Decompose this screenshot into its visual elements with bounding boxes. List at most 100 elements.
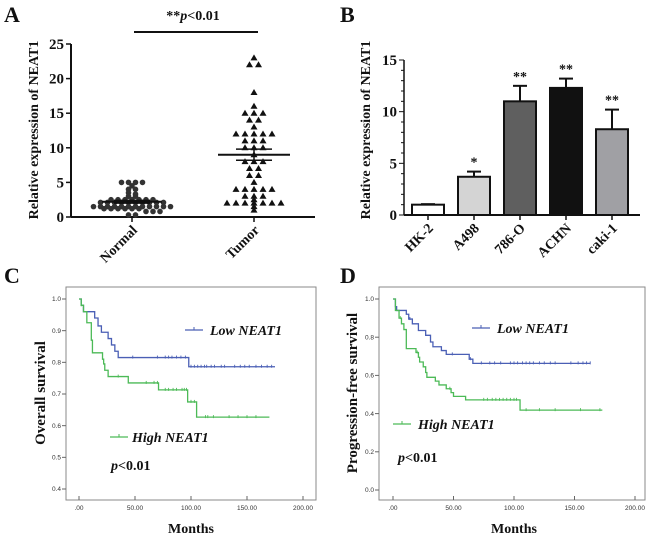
tumor-point bbox=[241, 158, 249, 165]
x-tick-label: Normal bbox=[98, 223, 141, 266]
tumor-point bbox=[259, 185, 267, 192]
significance-marker: ** bbox=[559, 63, 573, 78]
tumor-point bbox=[259, 109, 267, 116]
legend-low: Low NEAT1 bbox=[185, 324, 282, 339]
y-tick-label: 0.2 bbox=[365, 449, 374, 456]
x-tick-label: 100.00 bbox=[504, 505, 524, 512]
y-tick-label: 1.0 bbox=[52, 296, 61, 303]
normal-point bbox=[90, 203, 97, 210]
tumor-point bbox=[259, 137, 267, 144]
y-tick-label: 0.8 bbox=[52, 360, 61, 367]
panel-d: D Progression-free survival Months 0.00.… bbox=[340, 263, 646, 537]
y-tick-label: 20 bbox=[49, 72, 64, 88]
significance-label: **p<0.01 bbox=[166, 9, 219, 24]
panel-a: A **p<0.01 Relative expression of NEAT1 … bbox=[4, 2, 315, 266]
tumor-point bbox=[259, 158, 267, 165]
tumor-point bbox=[246, 171, 253, 178]
p-value: p<0.01 bbox=[110, 459, 150, 474]
tumor-point bbox=[250, 54, 258, 61]
x-tick-label: 786-O bbox=[492, 221, 529, 258]
plot-frame bbox=[65, 286, 317, 501]
tumor-point bbox=[232, 130, 240, 137]
tumor-point bbox=[268, 130, 276, 137]
x-tick-label: 150.00 bbox=[237, 505, 257, 512]
y-tick-label: 0.5 bbox=[52, 455, 61, 462]
y-tick-label: 0.7 bbox=[52, 391, 61, 398]
bar-786-o bbox=[503, 100, 537, 216]
tumor-point bbox=[250, 206, 258, 213]
x-tick-label: 200.00 bbox=[625, 505, 645, 512]
normal-point bbox=[101, 205, 107, 212]
p-value-part: <0.01 bbox=[405, 451, 437, 466]
y-tick-label: 15 bbox=[382, 53, 397, 69]
x-tick-label: .00 bbox=[388, 505, 397, 512]
normal-point bbox=[153, 203, 160, 210]
panel-letter-a: A bbox=[4, 2, 20, 27]
tumor-point bbox=[268, 185, 276, 192]
tumor-point bbox=[250, 123, 258, 130]
panel-letter-b: B bbox=[340, 2, 355, 27]
x-axis-label: Months bbox=[491, 522, 537, 537]
y-tick-label: 0.6 bbox=[365, 373, 374, 380]
legend-low-label: Low NEAT1 bbox=[496, 322, 569, 337]
x-tick-label: Tumor bbox=[223, 223, 262, 262]
tumor-point bbox=[232, 199, 240, 206]
normal-point bbox=[118, 179, 125, 186]
tumor-point bbox=[246, 165, 253, 172]
y-axis-label: Progression-free survival bbox=[345, 313, 361, 473]
p-value-part: ** bbox=[166, 9, 180, 24]
significance-marker: ** bbox=[513, 70, 527, 85]
y-tick-label: 0.9 bbox=[52, 328, 61, 335]
normal-point bbox=[157, 208, 163, 215]
legend-high: High NEAT1 bbox=[110, 431, 209, 446]
x-tick-label: A498 bbox=[450, 221, 483, 254]
normal-point bbox=[132, 179, 139, 186]
normal-point bbox=[132, 186, 139, 193]
normal-point bbox=[143, 208, 149, 215]
tumor-point bbox=[232, 185, 240, 192]
y-tick-label: 5 bbox=[390, 156, 398, 172]
tumor-point bbox=[241, 185, 249, 192]
tumor-point bbox=[246, 116, 253, 123]
tumor-point bbox=[241, 137, 249, 144]
x-axis-label: Months bbox=[168, 522, 214, 537]
bar-a498 bbox=[457, 175, 491, 216]
bar-hk-2 bbox=[411, 203, 445, 217]
normal-point bbox=[132, 212, 139, 218]
tumor-point bbox=[250, 196, 258, 203]
significance-marker: * bbox=[471, 156, 478, 171]
tumor-point bbox=[250, 137, 258, 144]
tumor-point bbox=[255, 165, 262, 172]
normal-point bbox=[129, 205, 135, 212]
tumor-point bbox=[277, 199, 285, 206]
legend-high-label: High NEAT1 bbox=[131, 431, 209, 446]
tumor-point bbox=[250, 158, 258, 165]
panel-letter-c: C bbox=[4, 263, 20, 288]
bar-caki-1 bbox=[595, 128, 629, 217]
y-tick-label: 0.0 bbox=[365, 487, 374, 494]
y-tick-label: 1.0 bbox=[365, 296, 374, 303]
tumor-point bbox=[255, 116, 262, 123]
normal-point bbox=[160, 199, 167, 206]
panel-c: C Overall survival Months 0.40.50.60.70.… bbox=[4, 263, 317, 537]
normal-point bbox=[125, 193, 132, 200]
bar-achn bbox=[549, 86, 583, 216]
y-tick-label: 0.6 bbox=[52, 423, 61, 430]
normal-point bbox=[139, 179, 146, 186]
y-axis-label: Overall survival bbox=[33, 341, 49, 445]
significance-marker: ** bbox=[605, 94, 619, 109]
panel-b: B Relative expression of NEAT1 0 5 10 15 HK-… bbox=[340, 2, 640, 261]
axes: 0.0 0.2 0.4 0.6 0.8 1.0 .00 50.00 100.00 150.00 20… bbox=[365, 296, 645, 512]
survival-curves bbox=[393, 298, 603, 412]
legend-high-label: High NEAT1 bbox=[417, 418, 495, 433]
normal-point bbox=[150, 208, 156, 215]
y-tick-label: 0 bbox=[390, 208, 398, 224]
tumor-point bbox=[250, 199, 258, 206]
tumor-point bbox=[241, 199, 249, 206]
tumor-point bbox=[246, 61, 253, 68]
normal-point bbox=[129, 183, 135, 189]
x-tick-label: 200.00 bbox=[293, 505, 313, 512]
normal-point bbox=[136, 205, 142, 212]
y-tick-label: 15 bbox=[49, 106, 64, 122]
normal-point bbox=[108, 205, 114, 212]
